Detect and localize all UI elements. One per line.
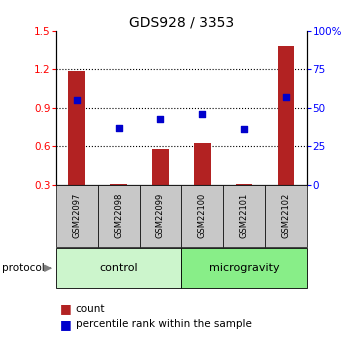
Bar bbox=[152, 149, 169, 185]
Point bbox=[158, 116, 164, 121]
Bar bbox=[236, 184, 252, 185]
Text: GSM22098: GSM22098 bbox=[114, 193, 123, 238]
Text: GSM22100: GSM22100 bbox=[198, 193, 207, 238]
Text: GSM22097: GSM22097 bbox=[72, 193, 81, 238]
Text: GSM22102: GSM22102 bbox=[282, 193, 291, 238]
Point bbox=[241, 127, 247, 132]
Text: ■: ■ bbox=[60, 302, 71, 315]
Text: microgravity: microgravity bbox=[209, 263, 279, 273]
Text: GSM22099: GSM22099 bbox=[156, 193, 165, 238]
Text: ■: ■ bbox=[60, 318, 71, 331]
Text: GSM22101: GSM22101 bbox=[240, 193, 249, 238]
Bar bbox=[69, 71, 85, 185]
Text: percentile rank within the sample: percentile rank within the sample bbox=[76, 319, 252, 329]
Text: protocol: protocol bbox=[2, 263, 44, 273]
Text: count: count bbox=[76, 304, 105, 314]
Bar bbox=[110, 184, 127, 185]
Bar bbox=[194, 143, 211, 185]
Point bbox=[283, 94, 289, 100]
Point bbox=[74, 97, 80, 103]
Point bbox=[199, 111, 205, 117]
Bar bbox=[278, 47, 294, 185]
Title: GDS928 / 3353: GDS928 / 3353 bbox=[129, 16, 234, 30]
Point bbox=[116, 125, 122, 130]
Text: control: control bbox=[99, 263, 138, 273]
